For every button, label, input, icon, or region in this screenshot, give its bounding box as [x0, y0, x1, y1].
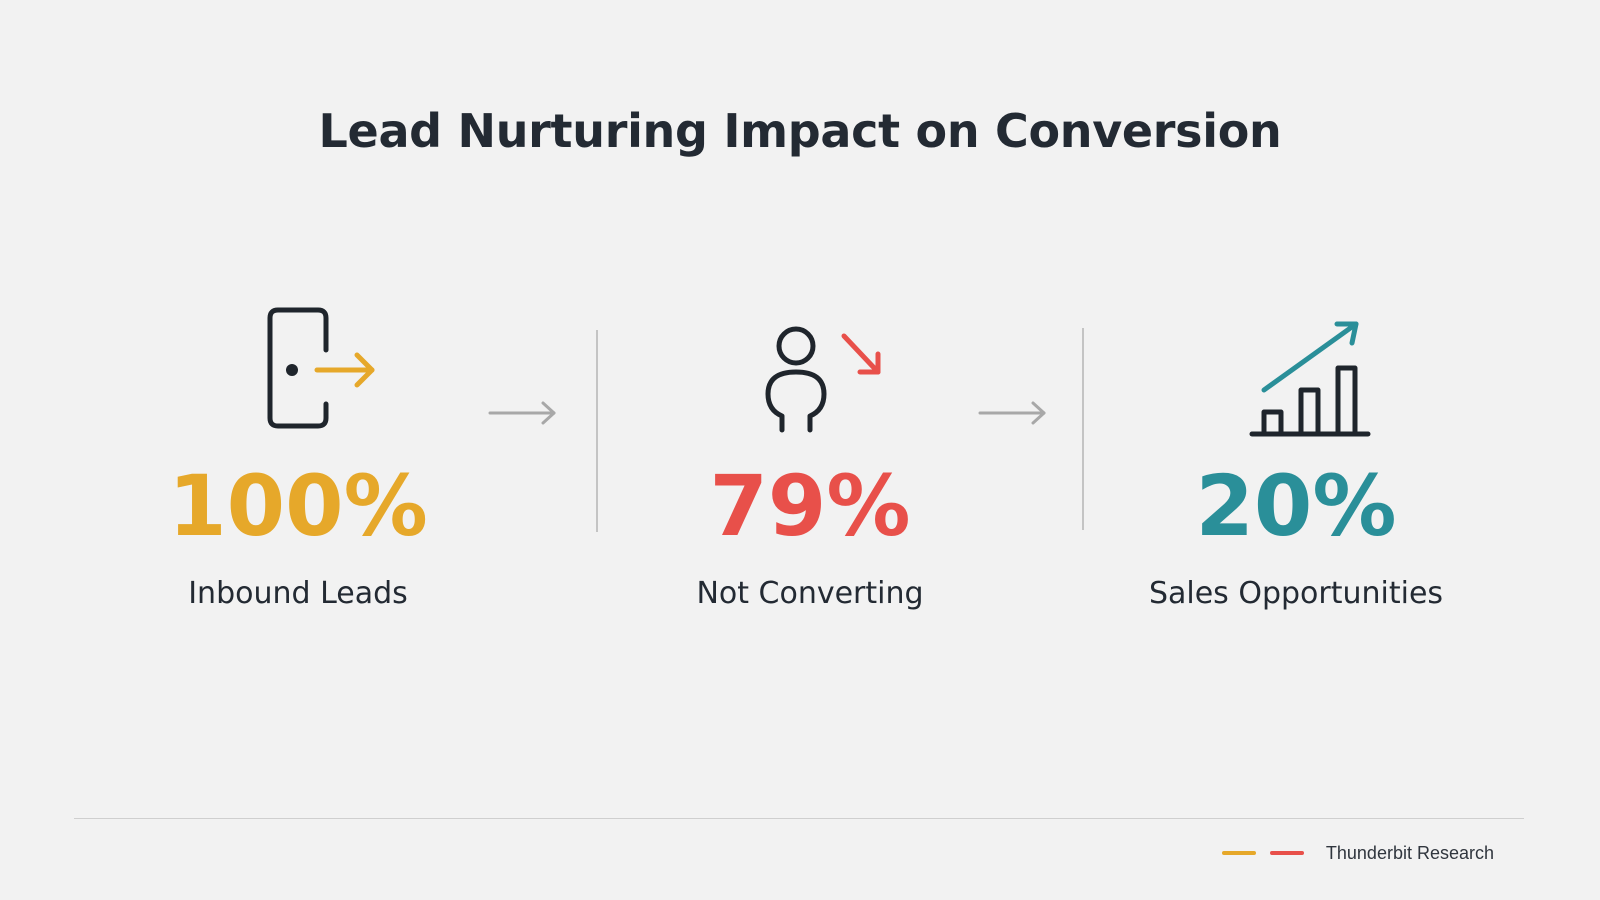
stage-label: Not Converting: [696, 576, 924, 611]
stage-label: Sales Opportunities: [1148, 576, 1444, 611]
flow-arrow-icon: [488, 401, 556, 425]
stage-label: Inbound Leads: [188, 576, 408, 611]
stage-not-converting: 79% Not Converting: [640, 300, 980, 630]
stage-inbound-leads: 100% Inbound Leads: [128, 300, 468, 630]
stage-divider: [596, 330, 598, 532]
stage-value: 100%: [168, 457, 428, 555]
door-exit-icon: [267, 307, 375, 429]
source-legend: Thunderbit Research: [1221, 840, 1494, 866]
page-title: Lead Nurturing Impact on Conversion: [318, 104, 1282, 158]
stage-value: 79%: [709, 457, 911, 555]
stage-value: 20%: [1195, 457, 1397, 555]
source-credit: Thunderbit Research: [1325, 842, 1494, 863]
growth-chart-icon: [1249, 321, 1371, 437]
footer-divider: [74, 818, 1524, 819]
legend-swatch-red: [1269, 851, 1304, 855]
person-decline-icon: [765, 326, 881, 433]
flow-arrow-icon: [978, 401, 1046, 425]
stage-divider: [1082, 328, 1084, 530]
legend-swatch-yellow: [1221, 851, 1256, 855]
stage-sales-opportunities: 20% Sales Opportunities: [1126, 300, 1466, 630]
